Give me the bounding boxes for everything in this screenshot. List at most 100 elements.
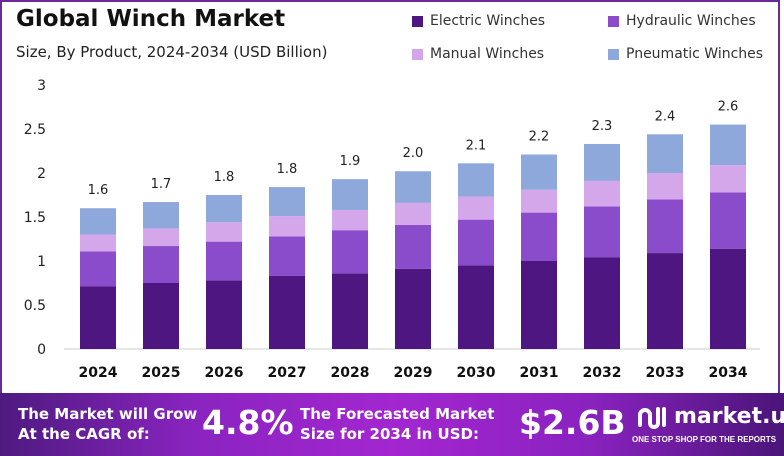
total-data-label: 2.2 [529, 130, 550, 145]
legend-item-pneumatic: Pneumatic Winches [608, 46, 763, 62]
total-data-label: 1.8 [214, 170, 235, 185]
bar-segment-hydraulic-winches [647, 199, 683, 254]
total-data-label: 1.7 [151, 177, 172, 192]
bar-segment-pneumatic-winches [332, 179, 368, 210]
y-tick-label: 1 [37, 254, 46, 270]
bar-segment-manual-winches [395, 202, 431, 225]
bar-segment-hydraulic-winches [521, 212, 557, 261]
legend-label: Manual Winches [430, 46, 545, 62]
legend-label: Pneumatic Winches [626, 46, 764, 62]
total-data-label: 1.8 [277, 162, 298, 177]
bar-segment-manual-winches [269, 216, 305, 237]
bar-segment-hydraulic-winches [458, 219, 494, 266]
bar-segment-manual-winches [143, 228, 179, 247]
bar-segment-manual-winches [584, 180, 620, 207]
legend-label: Hydraulic Winches [626, 13, 756, 29]
legend-label: Electric Winches [430, 13, 546, 29]
bar-segment-hydraulic-winches [269, 236, 305, 276]
x-tick-label: 2029 [394, 365, 433, 381]
bar-segment-electric-winches [521, 261, 557, 349]
total-data-label: 2.3 [592, 119, 613, 134]
y-tick-label: 2 [37, 166, 46, 182]
y-tick-label: 2.5 [24, 122, 46, 138]
y-tick-label: 0 [37, 342, 46, 358]
bar-segment-pneumatic-winches [80, 208, 116, 235]
x-tick-label: 2027 [268, 365, 307, 381]
bar-segment-pneumatic-winches [521, 154, 557, 190]
bar-segment-manual-winches [521, 189, 557, 213]
bar-segment-pneumatic-winches [395, 171, 431, 203]
bar-segment-electric-winches [395, 268, 431, 349]
x-tick-label: 2031 [520, 365, 559, 381]
legend-swatch [412, 15, 423, 27]
x-tick-label: 2028 [331, 365, 370, 381]
legend-swatch [608, 15, 619, 27]
chart-subtitle: Size, By Product, 2024-2034 (USD Billion… [16, 43, 328, 61]
x-tick-label: 2024 [79, 365, 118, 381]
chart-title: Global Winch Market [16, 6, 286, 32]
legend-item-manual: Manual Winches [412, 46, 544, 62]
chart-plot: 0 0.5 1 1.5 2 2.5 3 1.6 2024 1.7 2025 1.8 2026 1.8 202… [24, 78, 760, 381]
bar-segment-electric-winches [269, 275, 305, 349]
x-tick-label: 2033 [646, 365, 685, 381]
bar-segment-manual-winches [206, 222, 242, 242]
bar-segment-electric-winches [710, 248, 746, 349]
bar-segment-manual-winches [458, 196, 494, 220]
bar-segment-manual-winches [80, 234, 116, 252]
y-tick-label: 0.5 [24, 298, 46, 314]
bar-segment-manual-winches [332, 209, 368, 231]
bar-segment-pneumatic-winches [206, 195, 242, 223]
x-tick-label: 2026 [205, 365, 244, 381]
forecast-label-line1: The Forecasted Market [300, 405, 495, 423]
bar-segment-pneumatic-winches [269, 187, 305, 217]
x-tick-label: 2032 [583, 365, 622, 381]
x-tick-label: 2030 [457, 365, 496, 381]
bar-segment-electric-winches [458, 265, 494, 349]
bar-segment-hydraulic-winches [80, 251, 116, 287]
bar-segment-pneumatic-winches [710, 124, 746, 166]
bar-segment-hydraulic-winches [332, 230, 368, 274]
bar-segment-manual-winches [710, 165, 746, 193]
x-tick-label: 2025 [142, 365, 181, 381]
total-data-label: 1.6 [88, 183, 109, 198]
summary-banner: The Market will Grow At the CAGR of: 4.8%… [0, 393, 784, 456]
market-us-logo: market.us [636, 403, 784, 431]
bar-segment-pneumatic-winches [647, 134, 683, 173]
forecast-label-line2: Size for 2034 in USD: [300, 425, 479, 443]
bar-segment-electric-winches [647, 253, 683, 349]
legend-swatch [608, 48, 619, 60]
bar-segment-electric-winches [584, 257, 620, 349]
bar-segment-hydraulic-winches [206, 241, 242, 281]
cagr-label-line1: The Market will Grow [18, 405, 198, 423]
cagr-value: 4.8% [202, 403, 294, 442]
bar-segment-pneumatic-winches [143, 202, 179, 229]
bar-segment-electric-winches [206, 280, 242, 349]
bar-segment-manual-winches [647, 173, 683, 200]
bar-segment-electric-winches [332, 273, 368, 349]
cagr-label-line2: At the CAGR of: [18, 425, 150, 443]
bar-segment-pneumatic-winches [584, 143, 620, 181]
legend-item-hydraulic: Hydraulic Winches [608, 13, 756, 29]
legend-item-electric: Electric Winches [412, 13, 545, 29]
bar-segment-hydraulic-winches [143, 246, 179, 283]
total-data-label: 1.9 [340, 154, 361, 169]
forecast-value: $2.6B [519, 403, 626, 442]
logo-text: market.us [674, 404, 784, 429]
total-data-label: 2.0 [403, 146, 424, 161]
logo-tagline: ONE STOP SHOP FOR THE REPORTS [632, 435, 777, 444]
x-tick-label: 2034 [709, 365, 748, 381]
total-data-label: 2.4 [655, 109, 676, 124]
total-data-label: 2.1 [466, 138, 487, 153]
bar-segment-electric-winches [143, 283, 179, 349]
forecast-label: The Forecasted Market Size for 2034 in US… [300, 404, 494, 444]
logo-icon [638, 407, 666, 429]
legend-swatch [412, 48, 423, 60]
bar-segment-hydraulic-winches [710, 192, 746, 249]
y-tick-label: 3 [37, 78, 46, 94]
total-data-label: 2.6 [718, 100, 739, 115]
bar-segment-hydraulic-winches [395, 224, 431, 269]
bar-segment-pneumatic-winches [458, 163, 494, 197]
cagr-label: The Market will Grow At the CAGR of: [18, 404, 197, 444]
y-tick-label: 1.5 [24, 210, 46, 226]
